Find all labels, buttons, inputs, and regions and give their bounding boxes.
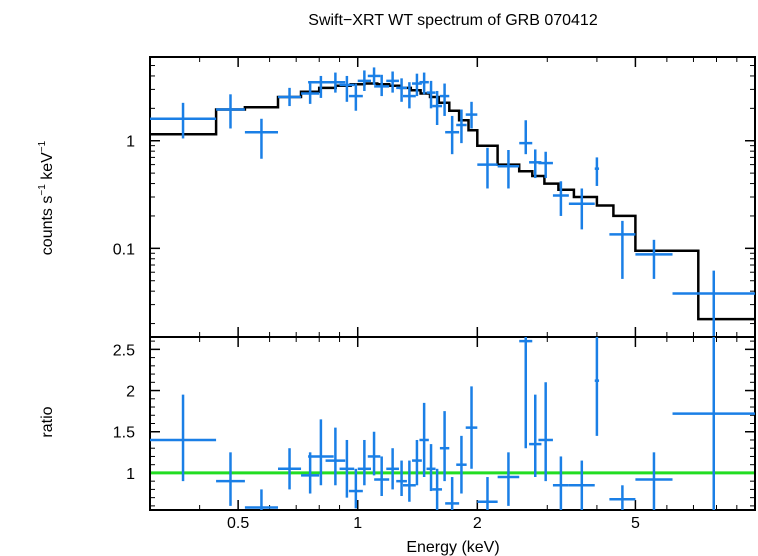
x-axis-label: Energy (keV): [406, 539, 499, 556]
x-tick-label: 5: [631, 515, 640, 532]
x-tick-label: 2: [473, 515, 482, 532]
y-axis-label-top: counts s−1 keV−1: [37, 140, 56, 255]
x-tick-label: 0.5: [227, 515, 249, 532]
y-tick-label: 2: [126, 384, 135, 401]
chart-title: Swift−XRT WT spectrum of GRB 070412: [308, 12, 598, 29]
y-tick-label: 1.5: [113, 425, 135, 442]
y-tick-label: 1: [126, 466, 135, 483]
model-step-line: [150, 82, 755, 321]
bottom-panel: 0.5 1 2 5 1 1.5 2 2.5: [113, 336, 756, 532]
y-tick-label: 0.1: [113, 241, 135, 258]
top-panel: 10.1: [113, 56, 756, 338]
y-tick-label: 1: [126, 134, 135, 151]
y-axis-label-bottom: ratio: [39, 406, 56, 437]
y-tick-label: 2.5: [113, 342, 135, 359]
top-plot-frame: [149, 56, 756, 338]
x-tick-label: 1: [353, 515, 362, 532]
